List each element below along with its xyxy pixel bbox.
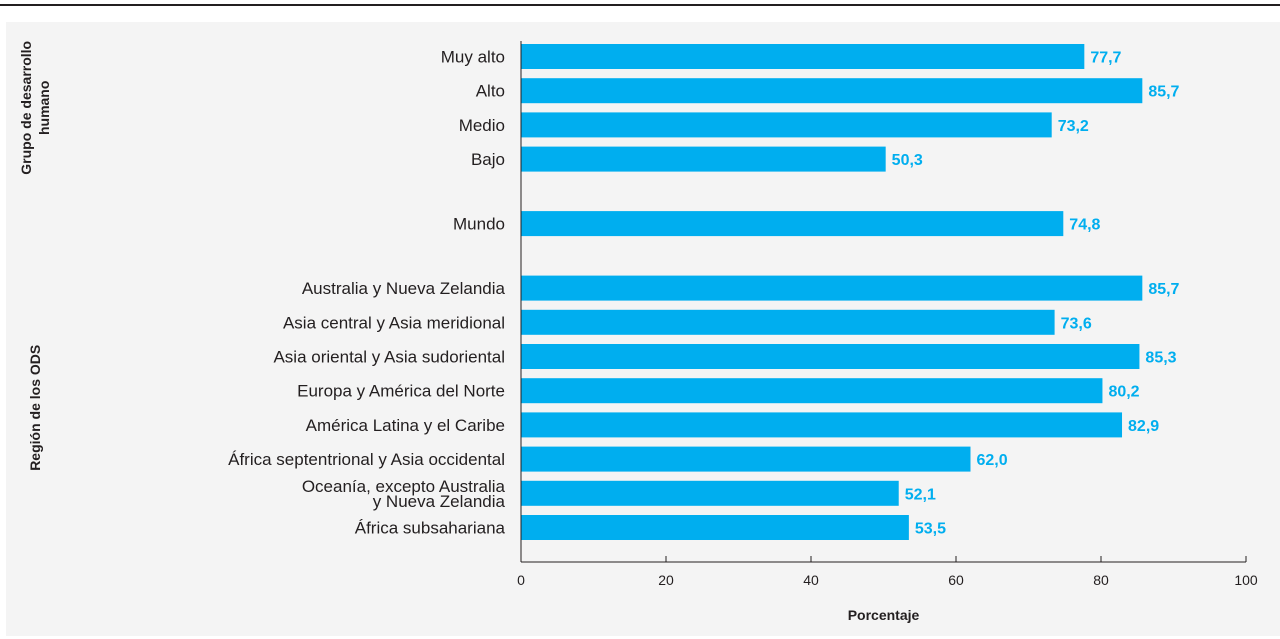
category-label: Bajo bbox=[471, 150, 505, 169]
x-tick-label: 80 bbox=[1093, 572, 1109, 588]
data-label: 77,7 bbox=[1090, 50, 1121, 67]
bar bbox=[521, 275, 1143, 301]
category-label: América Latina y el Caribe bbox=[306, 416, 505, 435]
x-tick-label: 100 bbox=[1234, 572, 1258, 588]
bar bbox=[521, 309, 1055, 335]
bar bbox=[521, 78, 1143, 104]
data-label: 74,8 bbox=[1069, 217, 1100, 234]
bar bbox=[521, 446, 971, 472]
bar bbox=[521, 112, 1052, 138]
data-label: 82,9 bbox=[1128, 418, 1159, 435]
category-label: y Nueva Zelandia bbox=[373, 492, 506, 511]
bar bbox=[521, 480, 899, 506]
data-label: 62,0 bbox=[977, 452, 1008, 469]
category-label: Muy alto bbox=[441, 48, 505, 67]
x-tick-label: 40 bbox=[803, 572, 819, 588]
data-label: 85,3 bbox=[1145, 350, 1176, 367]
x-tick-label: 20 bbox=[658, 572, 674, 588]
category-label: Medio bbox=[459, 116, 505, 135]
category-label: Alto bbox=[476, 82, 505, 101]
data-label: 73,6 bbox=[1061, 315, 1092, 332]
data-label: 53,5 bbox=[915, 521, 946, 538]
x-axis-title: Porcentaje bbox=[848, 607, 920, 623]
bar bbox=[521, 344, 1140, 369]
bar bbox=[521, 515, 909, 540]
group-label: Región de los ODS bbox=[27, 345, 43, 471]
category-label: Oceanía, excepto Australia bbox=[302, 477, 506, 496]
bar bbox=[521, 44, 1085, 69]
category-label: Europa y América del Norte bbox=[297, 382, 505, 401]
x-tick-label: 60 bbox=[948, 572, 964, 588]
category-label: Mundo bbox=[453, 215, 505, 234]
data-label: 52,1 bbox=[905, 486, 936, 503]
data-label: 85,7 bbox=[1148, 84, 1179, 101]
category-label: Asia oriental y Asia sudoriental bbox=[273, 348, 505, 367]
data-label: 85,7 bbox=[1148, 281, 1179, 298]
category-label: África septentrional y Asia occidental bbox=[228, 450, 505, 469]
top-rule bbox=[0, 4, 1280, 6]
group-label: Grupo de desarrollo bbox=[18, 41, 34, 175]
bar bbox=[521, 211, 1064, 237]
bar bbox=[521, 412, 1123, 438]
data-label: 73,2 bbox=[1058, 118, 1089, 135]
group-label: humano bbox=[36, 81, 52, 135]
bar bbox=[521, 146, 886, 172]
category-label: África subsahariana bbox=[355, 519, 506, 538]
category-label: Asia central y Asia meridional bbox=[283, 313, 505, 332]
category-label: Australia y Nueva Zelandia bbox=[302, 279, 506, 298]
data-label: 50,3 bbox=[892, 152, 923, 169]
bar bbox=[521, 378, 1103, 404]
x-tick-label: 0 bbox=[517, 572, 525, 588]
data-label: 80,2 bbox=[1108, 384, 1139, 401]
